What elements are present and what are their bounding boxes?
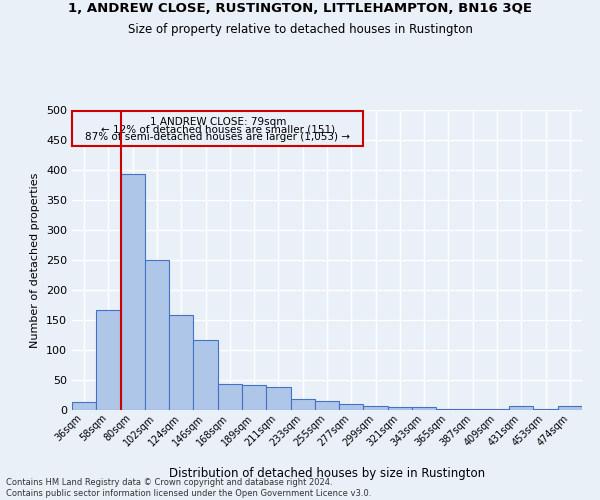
Text: 1, ANDREW CLOSE, RUSTINGTON, LITTLEHAMPTON, BN16 3QE: 1, ANDREW CLOSE, RUSTINGTON, LITTLEHAMPT… bbox=[68, 2, 532, 16]
Bar bbox=[364, 406, 388, 410]
Bar bbox=[339, 404, 364, 410]
Y-axis label: Number of detached properties: Number of detached properties bbox=[31, 172, 40, 348]
Bar bbox=[412, 407, 436, 410]
Bar bbox=[315, 401, 339, 410]
Text: Contains HM Land Registry data © Crown copyright and database right 2024.
Contai: Contains HM Land Registry data © Crown c… bbox=[6, 478, 371, 498]
Bar bbox=[145, 260, 169, 410]
Text: ← 12% of detached houses are smaller (151): ← 12% of detached houses are smaller (15… bbox=[101, 124, 335, 134]
FancyBboxPatch shape bbox=[72, 111, 364, 146]
Bar bbox=[558, 406, 582, 410]
Text: Size of property relative to detached houses in Rustington: Size of property relative to detached ho… bbox=[128, 22, 472, 36]
Bar bbox=[290, 399, 315, 410]
Bar bbox=[96, 310, 121, 410]
Bar bbox=[242, 385, 266, 410]
Bar bbox=[193, 340, 218, 410]
Bar bbox=[169, 315, 193, 410]
Bar bbox=[388, 407, 412, 410]
Bar bbox=[121, 174, 145, 410]
Bar bbox=[266, 386, 290, 410]
Text: 87% of semi-detached houses are larger (1,053) →: 87% of semi-detached houses are larger (… bbox=[85, 132, 350, 142]
Text: 1 ANDREW CLOSE: 79sqm: 1 ANDREW CLOSE: 79sqm bbox=[149, 117, 286, 127]
Bar bbox=[509, 406, 533, 410]
Bar bbox=[72, 402, 96, 410]
Bar bbox=[218, 384, 242, 410]
Text: Distribution of detached houses by size in Rustington: Distribution of detached houses by size … bbox=[169, 467, 485, 480]
